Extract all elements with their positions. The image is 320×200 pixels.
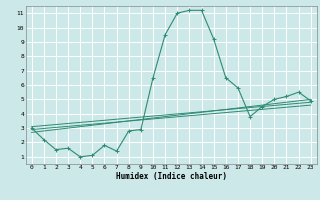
X-axis label: Humidex (Indice chaleur): Humidex (Indice chaleur) bbox=[116, 172, 227, 181]
